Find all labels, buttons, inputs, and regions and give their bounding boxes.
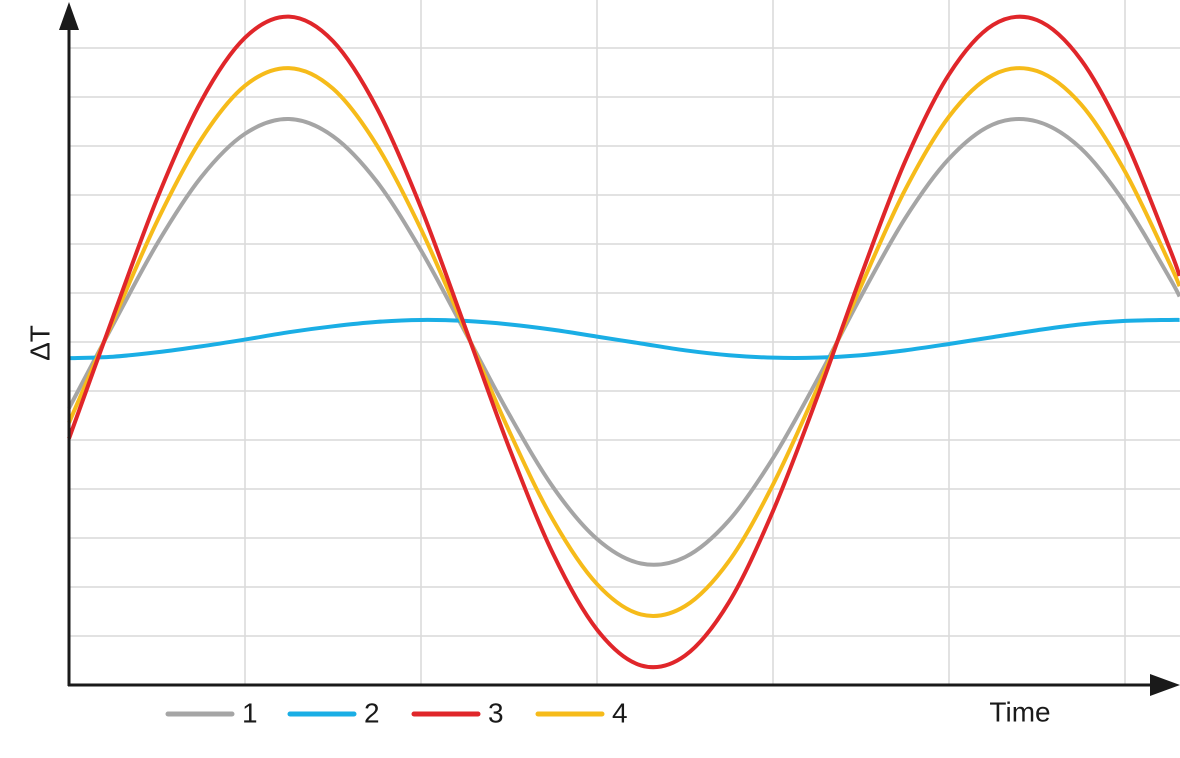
y-axis-title: ΔT <box>24 325 55 361</box>
legend-label: 1 <box>242 697 258 728</box>
legend-label: 3 <box>488 697 504 728</box>
series-line <box>67 14 1180 670</box>
series-line <box>68 317 1180 361</box>
x-axis-arrow <box>1150 674 1180 696</box>
lines <box>67 14 1180 670</box>
series-line <box>67 66 1180 618</box>
y-axis-arrow <box>59 2 79 30</box>
x-axis-title: Time <box>989 696 1050 727</box>
legend: 1 2 3 4 <box>165 697 628 728</box>
series-line <box>67 117 1180 567</box>
legend-label: 4 <box>612 697 628 728</box>
legend-label: 2 <box>364 697 380 728</box>
